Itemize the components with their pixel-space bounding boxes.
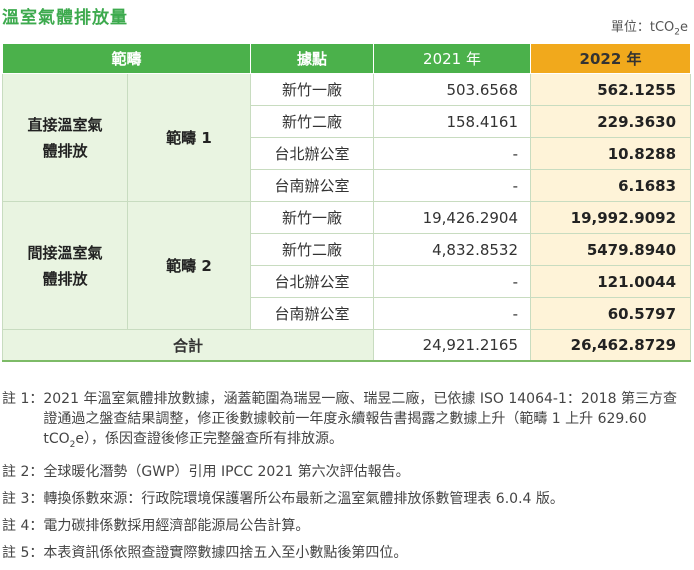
value-2021: - bbox=[373, 169, 532, 202]
table-row: 台南辦公室 -60.5797 bbox=[3, 297, 692, 330]
table-row: 台南辦公室 -6.1683 bbox=[3, 169, 692, 202]
footnote-label: 註 5： bbox=[2, 544, 44, 561]
footnote-text: 電力碳排係數採用經濟部能源局公告計算。 bbox=[43, 517, 310, 534]
table-row: 新竹二廠 158.4161 229.3630 bbox=[3, 105, 692, 138]
table-row: 間接溫室氣體排放 範疇 2 新竹一廠 19,426.2904 19,992.9092 bbox=[2, 201, 692, 330]
table-row: 台北辦公室 -121.0044 bbox=[3, 265, 692, 298]
table-row: 直接溫室氣體排放 範疇 1 新竹一廠 503.6568 562.1255 bbox=[2, 73, 692, 202]
value-2022: 562.1255 bbox=[530, 73, 692, 106]
page-title: 溫室氣體排放量 bbox=[2, 8, 128, 28]
total-2021: 24,921.2165 bbox=[373, 329, 532, 362]
value-2022: 6.1683 bbox=[530, 169, 692, 202]
value-2022: 10.8288 bbox=[530, 137, 692, 170]
site-cell: 新竹一廠 bbox=[250, 73, 375, 106]
value-2022: 5479.8940 bbox=[530, 233, 692, 266]
emissions-table: 範疇 據點 2021 年 2022 年 直接溫室氣體排放 範疇 1 新竹一廠 503.… bbox=[1, 43, 692, 362]
value-2021: 4,832.8532 bbox=[373, 233, 532, 266]
value-2021: - bbox=[373, 137, 532, 170]
footnote-text: 2021 年溫室氣體排放數據，涵蓋範圍為瑞昱一廠、瑞昱二廠，已依據 ISO 14… bbox=[43, 391, 677, 450]
footnote: 註 1： 2021 年溫室氣體排放數據，涵蓋範圍為瑞昱一廠、瑞昱二廠，已依據 IS… bbox=[2, 389, 690, 455]
site-cell: 台南辦公室 bbox=[250, 297, 375, 330]
footnote-label: 註 2： bbox=[2, 463, 44, 480]
footnote: 註 2： 全球暖化潛勢（GWP）引用 IPCC 2021 第六次評估報告。 bbox=[2, 462, 690, 482]
emission-category: 直接溫室氣體排放 bbox=[2, 73, 128, 202]
site-cell: 新竹二廠 bbox=[250, 233, 375, 266]
scope-label: 範疇 1 bbox=[126, 73, 252, 202]
header-site: 據點 bbox=[250, 43, 375, 74]
value-2022: 229.3630 bbox=[530, 105, 692, 138]
total-row: 合計 24,921.2165 26,462.8729 bbox=[1, 329, 692, 362]
value-2021: 19,426.2904 bbox=[373, 201, 532, 234]
table-row: 台北辦公室 -10.8288 bbox=[3, 137, 692, 170]
table-row: 新竹二廠 4,832.8532 5479.8940 bbox=[3, 233, 692, 266]
scope-label: 範疇 2 bbox=[126, 201, 252, 330]
value-2021: 158.4161 bbox=[373, 105, 532, 138]
header-scope: 範疇 bbox=[1, 43, 252, 74]
unit-label: 單位：tCO2e bbox=[610, 20, 688, 38]
footnote-label: 註 4： bbox=[2, 517, 44, 534]
total-2022: 26,462.8729 bbox=[530, 329, 692, 362]
footnote: 註 4： 電力碳排係數採用經濟部能源局公告計算。 bbox=[2, 516, 690, 536]
footnote-label: 註 1： bbox=[2, 391, 44, 407]
site-cell: 新竹一廠 bbox=[250, 201, 375, 234]
value-2022: 19,992.9092 bbox=[530, 201, 692, 234]
value-2021: - bbox=[373, 265, 532, 298]
footnote-text: 全球暖化潛勢（GWP）引用 IPCC 2021 第六次評估報告。 bbox=[43, 463, 410, 480]
footnote-text: 本表資訊係依照查證實際數據四捨五入至小數點後第四位。 bbox=[43, 544, 408, 561]
site-cell: 台北辦公室 bbox=[250, 265, 375, 298]
value-2022: 60.5797 bbox=[530, 297, 692, 330]
value-2021: 503.6568 bbox=[373, 73, 532, 106]
footnote-text: 轉換係數來源：行政院環境保護署所公布最新之溫室氣體排放係數管理表 6.0.4 版… bbox=[43, 490, 564, 507]
total-label: 合計 bbox=[1, 329, 375, 362]
emission-category: 間接溫室氣體排放 bbox=[2, 201, 128, 330]
value-2022: 121.0044 bbox=[530, 265, 692, 298]
table-header-row: 範疇 據點 2021 年 2022 年 bbox=[1, 43, 692, 74]
header-2022: 2022 年 bbox=[530, 43, 692, 74]
footnote: 註 5： 本表資訊係依照查證實際數據四捨五入至小數點後第四位。 bbox=[2, 543, 690, 563]
value-2021: - bbox=[373, 297, 532, 330]
footnote: 註 3： 轉換係數來源：行政院環境保護署所公布最新之溫室氣體排放係數管理表 6.0… bbox=[2, 489, 690, 509]
footnotes: 註 1： 2021 年溫室氣體排放數據，涵蓋範圍為瑞昱一廠、瑞昱二廠，已依據 IS… bbox=[2, 389, 690, 570]
footnote-label: 註 3： bbox=[2, 490, 44, 507]
site-cell: 台北辦公室 bbox=[250, 137, 375, 170]
site-cell: 新竹二廠 bbox=[250, 105, 375, 138]
header-2021: 2021 年 bbox=[373, 43, 532, 74]
site-cell: 台南辦公室 bbox=[250, 169, 375, 202]
